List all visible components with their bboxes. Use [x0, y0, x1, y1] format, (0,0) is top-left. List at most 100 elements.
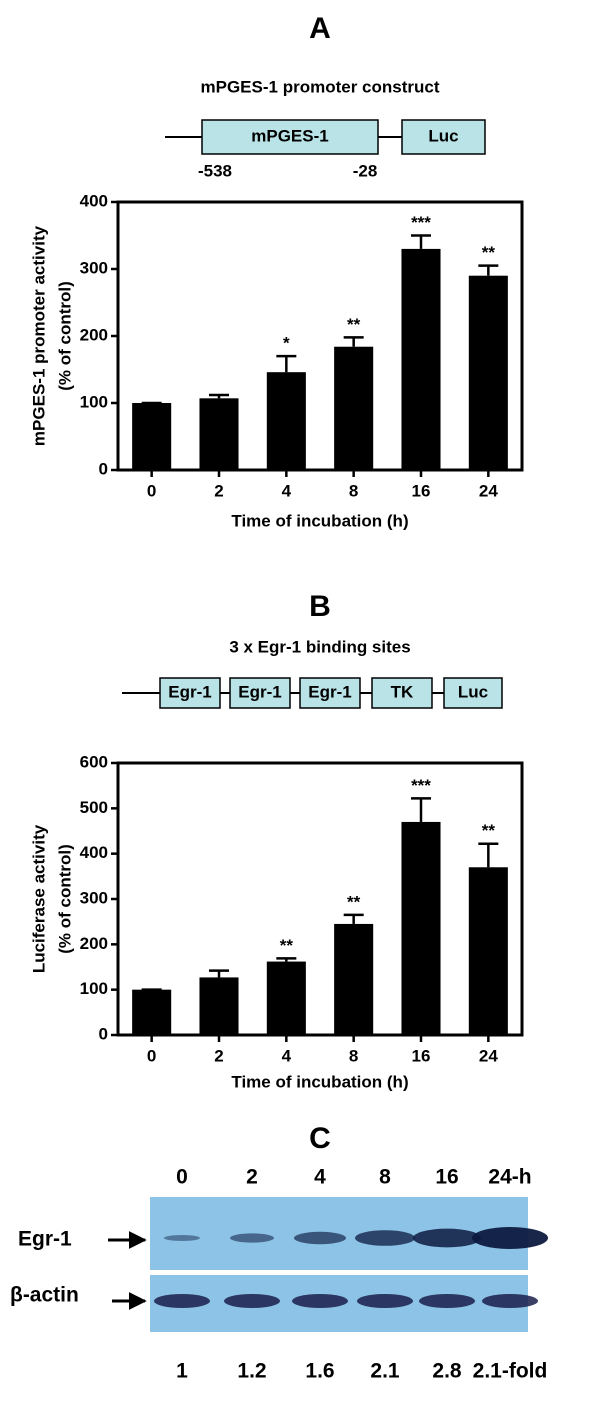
- y-tick-label: 300: [80, 888, 108, 907]
- construct-title: mPGES-1 promoter construct: [201, 77, 440, 96]
- actin-band: [292, 1294, 348, 1308]
- y-tick-label: 400: [80, 191, 108, 210]
- construct-box-label: Luc: [458, 682, 488, 701]
- row-label: β-actin: [10, 1284, 79, 1307]
- row-label: Egr-1: [18, 1228, 72, 1251]
- significance: **: [347, 315, 361, 334]
- x-axis-label: Time of incubation (h): [231, 1072, 408, 1091]
- y-tick-label: 0: [99, 459, 108, 478]
- significance: ***: [411, 776, 431, 795]
- actin-band: [419, 1294, 475, 1308]
- egr1-band: [164, 1235, 200, 1241]
- construct-box-label: Egr-1: [168, 682, 211, 701]
- egr1-band: [355, 1230, 415, 1246]
- bar: [334, 346, 374, 470]
- x-axis-label: Time of incubation (h): [231, 511, 408, 530]
- actin-band: [357, 1294, 413, 1308]
- significance: **: [347, 892, 361, 911]
- lane-label: 0: [176, 1166, 188, 1189]
- y-tick-label: 100: [80, 979, 108, 998]
- actin-band: [154, 1294, 210, 1308]
- lane-label: 8: [379, 1166, 391, 1189]
- bar: [334, 923, 374, 1035]
- fold-label: 2.1-fold: [473, 1360, 548, 1383]
- bar: [266, 961, 306, 1035]
- construct-box: [401, 119, 486, 155]
- y-tick-label: 200: [80, 934, 108, 953]
- fold-label: 1.6: [305, 1360, 334, 1383]
- egr1-band: [294, 1231, 346, 1245]
- significance: *: [283, 334, 290, 353]
- bar: [199, 977, 239, 1035]
- construct-box-label: TK: [391, 682, 414, 701]
- x-tick-label: 0: [147, 481, 156, 500]
- construct-position: -538: [198, 161, 232, 180]
- construct-box: [443, 677, 503, 709]
- construct-box: [229, 677, 291, 709]
- x-tick-label: 8: [349, 1046, 358, 1065]
- y-tick-label: 600: [80, 752, 108, 771]
- construct-box: [159, 677, 221, 709]
- construct-box-label: Egr-1: [238, 682, 281, 701]
- panel-label: C: [309, 1122, 331, 1155]
- fold-label: 1: [176, 1360, 188, 1383]
- actin-band: [224, 1294, 280, 1308]
- y-axis-label: (% of control): [55, 281, 74, 391]
- construct-box: [371, 677, 433, 709]
- y-tick-label: 300: [80, 258, 108, 277]
- egr1-band: [230, 1233, 274, 1243]
- y-tick-label: 200: [80, 325, 108, 344]
- bar: [266, 372, 306, 470]
- bar: [401, 821, 441, 1035]
- y-tick-label: 100: [80, 392, 108, 411]
- y-tick-label: 500: [80, 798, 108, 817]
- x-tick-label: 2: [214, 1046, 223, 1065]
- bar: [468, 275, 508, 470]
- bar: [132, 403, 172, 470]
- x-tick-label: 16: [412, 481, 431, 500]
- x-tick-label: 24: [479, 1046, 498, 1065]
- construct-box-label: Luc: [428, 126, 458, 145]
- bar: [401, 248, 441, 470]
- construct-box-label: mPGES-1: [251, 126, 328, 145]
- fold-label: 2.1: [370, 1360, 400, 1383]
- significance: **: [482, 821, 496, 840]
- x-tick-label: 16: [412, 1046, 431, 1065]
- bar: [132, 989, 172, 1035]
- x-tick-label: 24: [479, 481, 498, 500]
- y-tick-label: 400: [80, 843, 108, 862]
- fold-label: 2.8: [432, 1360, 462, 1383]
- plot-frame: [116, 761, 524, 1037]
- significance: **: [482, 243, 496, 262]
- y-axis-label: Luciferase activity: [29, 824, 48, 973]
- actin-band: [482, 1294, 538, 1308]
- x-tick-label: 0: [147, 1046, 156, 1065]
- significance: **: [280, 936, 294, 955]
- construct-box: [201, 119, 379, 155]
- y-axis-label: mPGES-1 promoter activity: [29, 225, 48, 446]
- construct-box: [299, 677, 361, 709]
- panel-label: A: [309, 12, 331, 45]
- egr1-band: [413, 1228, 481, 1248]
- bar: [199, 398, 239, 470]
- plot-frame: [116, 200, 524, 472]
- lane-label: 4: [314, 1166, 326, 1189]
- fold-label: 1.2: [237, 1360, 266, 1383]
- egr1-band: [472, 1227, 548, 1249]
- lane-label: 2: [246, 1166, 258, 1189]
- x-tick-label: 8: [349, 481, 358, 500]
- panel-label: B: [309, 590, 331, 623]
- x-tick-label: 2: [214, 481, 223, 500]
- construct-box-label: Egr-1: [308, 682, 351, 701]
- bar: [468, 867, 508, 1035]
- lane-label: 24-h: [488, 1166, 531, 1189]
- significance: ***: [411, 213, 431, 232]
- construct-position: -28: [353, 161, 378, 180]
- lane-label: 16: [435, 1166, 458, 1189]
- construct-title: 3 x Egr-1 binding sites: [229, 637, 410, 656]
- y-tick-label: 0: [99, 1024, 108, 1043]
- y-axis-label: (% of control): [55, 844, 74, 954]
- x-tick-label: 4: [282, 481, 292, 500]
- x-tick-label: 4: [282, 1046, 292, 1065]
